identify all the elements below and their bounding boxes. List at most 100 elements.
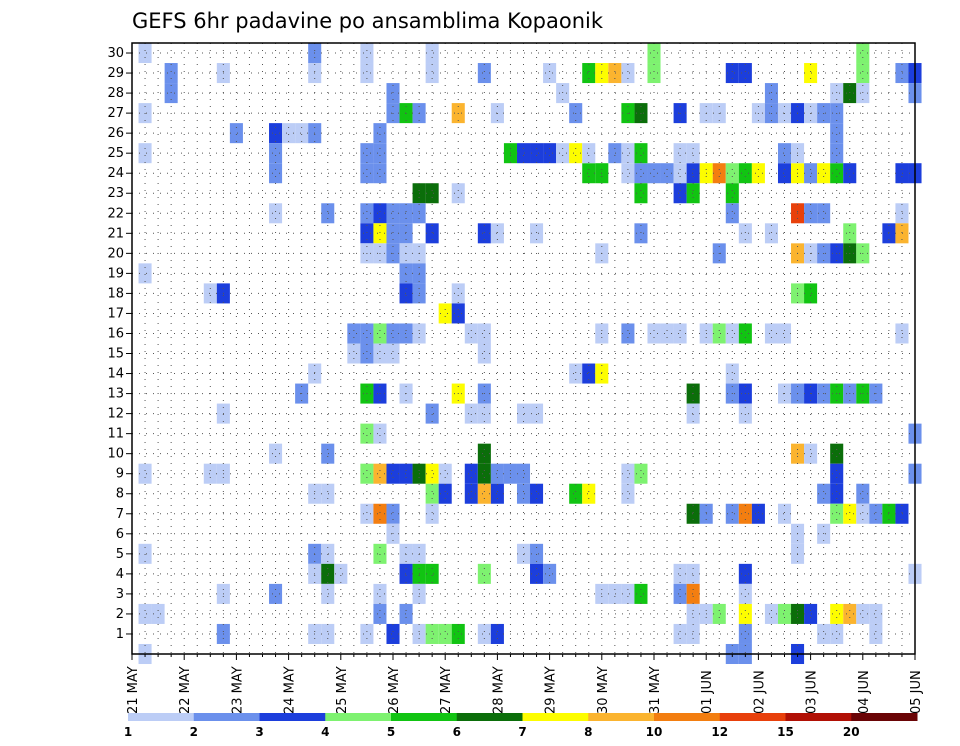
heatmap-cell (360, 203, 374, 224)
y-tick-label: 2 (116, 607, 124, 622)
heatmap-cell (569, 483, 583, 504)
heatmap-cell (621, 143, 635, 164)
heatmap-cell (843, 223, 857, 244)
heatmap-cell (269, 203, 283, 224)
heatmap-cell (530, 223, 544, 244)
heatmap-cell (686, 163, 700, 184)
heatmap-cell (738, 623, 752, 644)
heatmap-cell (373, 143, 387, 164)
heatmap-cell (686, 563, 700, 584)
heatmap-cell (621, 463, 635, 484)
chart-title: GEFS 6hr padavine po ansamblima Kopaonik (132, 9, 604, 33)
colorbar-label: 4 (321, 725, 329, 739)
heatmap-cell (269, 163, 283, 184)
heatmap-cell (804, 283, 818, 304)
heatmap-cell (438, 463, 452, 484)
heatmap-cell (451, 623, 465, 644)
heatmap-cell (725, 363, 739, 384)
heatmap-cell (451, 183, 465, 204)
heatmap-cell (725, 503, 739, 524)
heatmap-cell (386, 463, 400, 484)
heatmap-cell (843, 503, 857, 524)
heatmap-cell (686, 583, 700, 604)
heatmap-cell (582, 363, 596, 384)
heatmap-cell (347, 343, 361, 364)
heatmap-cell (269, 583, 283, 604)
heatmap-cell (477, 443, 491, 464)
colorbar-label: 7 (518, 725, 526, 739)
heatmap-cell (399, 323, 413, 344)
heatmap-cell (477, 343, 491, 364)
x-tick-label: 30 MAY (596, 666, 611, 714)
colorbar-label: 3 (255, 725, 263, 739)
heatmap-cell (804, 443, 818, 464)
heatmap-cell (477, 403, 491, 424)
heatmap-cell (634, 183, 648, 204)
heatmap-cell (764, 323, 778, 344)
heatmap-cell (373, 583, 387, 604)
heatmap-cell (425, 483, 439, 504)
heatmap-cell (464, 323, 478, 344)
heatmap-cell (386, 323, 400, 344)
colorbar-swatch (588, 713, 655, 721)
heatmap-cell (438, 483, 452, 504)
y-tick-label: 9 (116, 467, 124, 482)
heatmap-cell (777, 503, 792, 524)
colorbar-label: 15 (777, 725, 794, 739)
heatmap-cell (764, 83, 778, 104)
heatmap-cell (634, 163, 648, 184)
heatmap-cell (725, 163, 739, 184)
heatmap-cell (373, 123, 387, 144)
heatmap-cell (490, 483, 504, 504)
heatmap-cell (777, 163, 792, 184)
heatmap-cell (869, 623, 883, 644)
x-tick-label: 26 MAY (387, 666, 402, 714)
colorbar-legend: 1 2 3 4 5 6 7 8 10 12 15 20 (124, 713, 918, 739)
heatmap-cell (647, 63, 661, 84)
heatmap-cell (686, 603, 700, 624)
heatmap-cell (686, 623, 700, 644)
heatmap-cell (830, 83, 844, 104)
colorbar-swatch (456, 713, 523, 721)
heatmap-cell (269, 443, 283, 464)
heatmap-cell (164, 83, 178, 104)
heatmap-cell (425, 223, 439, 244)
heatmap-cell (686, 503, 700, 524)
heatmap-cell (777, 323, 792, 344)
heatmap-cell (686, 183, 700, 204)
heatmap-cell (830, 503, 844, 524)
heatmap-cell (777, 603, 792, 624)
heatmap-cell (686, 403, 700, 424)
heatmap-cell (360, 623, 374, 644)
heatmap-cell (830, 143, 844, 164)
y-tick-label: 4 (116, 567, 124, 582)
heatmap-cell (477, 623, 491, 644)
x-tick-label: 29 MAY (544, 666, 559, 714)
heatmap-cell (360, 143, 374, 164)
heatmap-cell (360, 323, 374, 344)
heatmap-cell (856, 603, 870, 624)
heatmap-cell (673, 583, 687, 604)
heatmap-cell (373, 343, 387, 364)
heatmap-cell (751, 163, 765, 184)
heatmap-cell (673, 143, 687, 164)
heatmap-cell (738, 503, 752, 524)
heatmap-cell (804, 163, 818, 184)
y-tick-label: 7 (116, 507, 124, 522)
heatmap-cell (817, 203, 831, 224)
heatmap-cell (490, 623, 504, 644)
colorbar-swatch (851, 713, 918, 721)
x-tick-label: 27 MAY (439, 666, 454, 714)
y-tick-label: 1 (116, 627, 124, 642)
heatmap-cell (360, 223, 374, 244)
heatmap-cell (321, 483, 335, 504)
y-tick-label: 27 (107, 106, 124, 121)
heatmap-cell (477, 63, 491, 84)
heatmap-cell (660, 323, 674, 344)
heatmap-cell (608, 63, 622, 84)
y-tick-label: 28 (107, 86, 124, 101)
heatmap-cell (399, 563, 413, 584)
heatmap-cell (464, 483, 478, 504)
heatmap-cell (660, 163, 674, 184)
heatmap-cell (856, 83, 870, 104)
